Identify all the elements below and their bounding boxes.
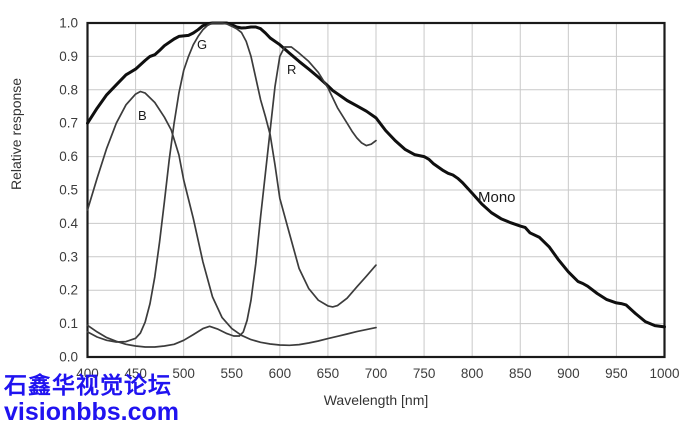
watermark-line2: visionbbs.com bbox=[4, 398, 180, 426]
y-tick-label: 0.0 bbox=[59, 350, 78, 365]
x-axis-title: Wavelength [nm] bbox=[0, 392, 690, 408]
y-tick-label: 0.9 bbox=[59, 49, 78, 64]
y-tick-label: 0.5 bbox=[59, 183, 78, 198]
x-tick-label: 450 bbox=[124, 366, 147, 381]
series-curve-mono bbox=[86, 21, 666, 329]
y-tick-label: 0.7 bbox=[59, 116, 78, 131]
watermark-line1: 石鑫华视觉论坛 bbox=[4, 372, 172, 398]
x-tick-label: 400 bbox=[76, 366, 99, 381]
curve-label-b: B bbox=[138, 108, 147, 123]
x-tick-label: 850 bbox=[509, 366, 532, 381]
plot-frame bbox=[86, 21, 666, 359]
y-axis-title: Relative response bbox=[8, 77, 24, 190]
x-tick-label: 650 bbox=[317, 366, 340, 381]
curve-label-g: G bbox=[197, 37, 208, 52]
x-tick-label: 800 bbox=[461, 366, 484, 381]
series-curve-r bbox=[86, 46, 377, 348]
x-tick-label: 500 bbox=[172, 366, 195, 381]
series-curve-b bbox=[86, 90, 377, 347]
y-tick-label: 0.4 bbox=[59, 216, 78, 231]
x-tick-label: 550 bbox=[220, 366, 243, 381]
y-tick-label: 1.0 bbox=[59, 16, 78, 31]
y-tick-label: 0.6 bbox=[59, 149, 78, 164]
series-curve-g bbox=[86, 22, 377, 343]
x-tick-label: 1000 bbox=[649, 366, 679, 381]
x-tick-label: 750 bbox=[413, 366, 436, 381]
y-tick-label: 0.2 bbox=[59, 283, 78, 298]
x-axis-title-text: Wavelength [nm] bbox=[323, 392, 429, 408]
x-tick-label: 900 bbox=[557, 366, 580, 381]
y-tick-label: 0.3 bbox=[59, 249, 78, 264]
x-tick-label: 700 bbox=[365, 366, 388, 381]
curve-label-r: R bbox=[287, 62, 297, 77]
x-tick-label: 600 bbox=[269, 366, 292, 381]
curve-label-mono: Mono bbox=[478, 189, 516, 206]
x-tick-label: 950 bbox=[605, 366, 628, 381]
y-tick-label: 0.8 bbox=[59, 82, 78, 97]
y-tick-label: 0.1 bbox=[59, 316, 78, 331]
